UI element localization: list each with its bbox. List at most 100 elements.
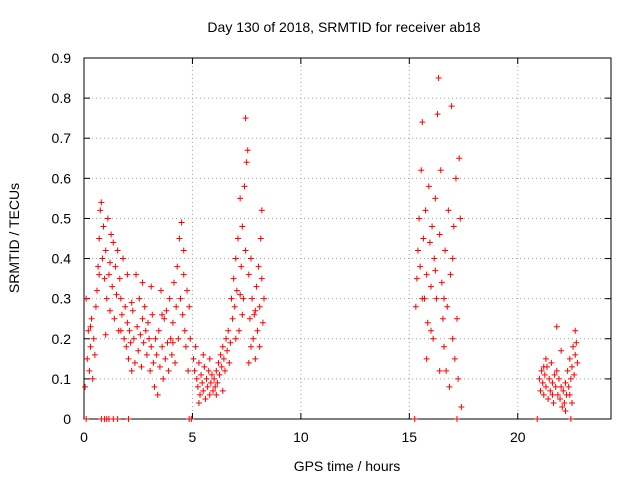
data-point — [163, 307, 170, 314]
data-point — [411, 416, 418, 422]
data-point — [554, 391, 561, 398]
data-point — [228, 295, 235, 302]
data-point — [442, 247, 449, 254]
data-point — [444, 303, 451, 310]
y-tick-label: 0.1 — [52, 371, 72, 387]
data-point — [572, 351, 579, 358]
data-point — [424, 319, 431, 326]
data-point — [245, 359, 252, 366]
data-point — [109, 283, 116, 290]
data-point — [441, 343, 448, 350]
y-tick-label: 0.4 — [52, 251, 72, 267]
data-point — [117, 295, 124, 302]
data-point — [122, 303, 129, 310]
data-point — [100, 223, 107, 230]
data-point — [450, 223, 457, 230]
data-point — [147, 367, 154, 374]
data-point — [202, 395, 209, 402]
data-point — [143, 351, 150, 358]
data-point — [131, 359, 138, 366]
data-point — [149, 311, 156, 318]
data-point — [181, 327, 188, 334]
data-point — [221, 367, 228, 374]
data-point — [242, 247, 249, 254]
data-point — [546, 375, 553, 382]
data-point — [223, 335, 230, 342]
data-point — [179, 311, 186, 318]
data-point — [234, 235, 241, 242]
data-point — [174, 263, 181, 270]
data-point — [540, 391, 547, 398]
x-axis-label: GPS time / hours — [294, 458, 401, 474]
x-tick-label: 0 — [80, 429, 88, 445]
data-point — [190, 355, 197, 362]
data-point — [195, 359, 202, 366]
data-point — [157, 287, 164, 294]
data-point — [156, 363, 163, 370]
data-point — [205, 367, 212, 374]
data-point — [92, 303, 99, 310]
data-point — [238, 263, 245, 270]
data-point — [114, 416, 121, 422]
data-point — [427, 283, 434, 290]
data-point — [188, 416, 195, 422]
data-point — [171, 279, 178, 286]
axis-ticks: 0 0.1 0.2 0.3 0.4 0.5 0.6 0.7 0.8 0.9 0 5 10 15 20 — [52, 50, 611, 445]
data-point — [567, 375, 574, 382]
data-point — [251, 311, 258, 318]
data-point — [547, 387, 554, 394]
data-point — [88, 315, 95, 322]
data-point — [548, 359, 555, 366]
data-point — [258, 275, 265, 282]
data-point — [96, 271, 103, 278]
data-point — [259, 319, 266, 326]
data-point — [559, 403, 566, 410]
data-point — [105, 271, 112, 278]
data-point — [432, 267, 439, 274]
data-point — [154, 391, 161, 398]
data-point — [545, 395, 552, 402]
data-point — [83, 295, 90, 302]
data-point — [237, 291, 244, 298]
data-point — [247, 343, 254, 350]
data-point — [573, 339, 580, 346]
data-point — [129, 307, 136, 314]
data-point — [430, 335, 437, 342]
data-point — [139, 315, 146, 322]
chart-title: Day 130 of 2018, SRMTID for receiver ab1… — [207, 19, 480, 35]
data-point — [429, 223, 436, 230]
data-point — [432, 195, 439, 202]
data-point — [239, 311, 246, 318]
data-point — [423, 355, 430, 362]
data-point — [255, 263, 262, 270]
data-point — [541, 371, 548, 378]
data-point — [128, 367, 135, 374]
data-point — [84, 355, 91, 362]
data-point — [164, 339, 171, 346]
data-point — [258, 207, 265, 214]
data-point — [232, 255, 239, 262]
y-tick-label: 0.7 — [52, 130, 72, 146]
data-point — [99, 255, 106, 262]
data-point — [82, 383, 89, 390]
data-point — [169, 319, 176, 326]
plot-frame — [83, 57, 612, 420]
y-tick-label: 0.8 — [52, 90, 72, 106]
data-point — [103, 295, 110, 302]
data-point — [123, 343, 130, 350]
data-point — [168, 351, 175, 358]
data-point — [201, 363, 208, 370]
data-point — [413, 275, 420, 282]
data-point — [417, 263, 424, 270]
data-point — [426, 239, 433, 246]
data-point — [146, 335, 153, 342]
data-point — [224, 347, 231, 354]
data-point — [220, 355, 227, 362]
data-point — [555, 375, 562, 382]
data-point — [256, 343, 263, 350]
data-point — [197, 391, 204, 398]
data-point — [208, 371, 215, 378]
data-point — [244, 147, 251, 154]
data-point — [438, 279, 445, 286]
